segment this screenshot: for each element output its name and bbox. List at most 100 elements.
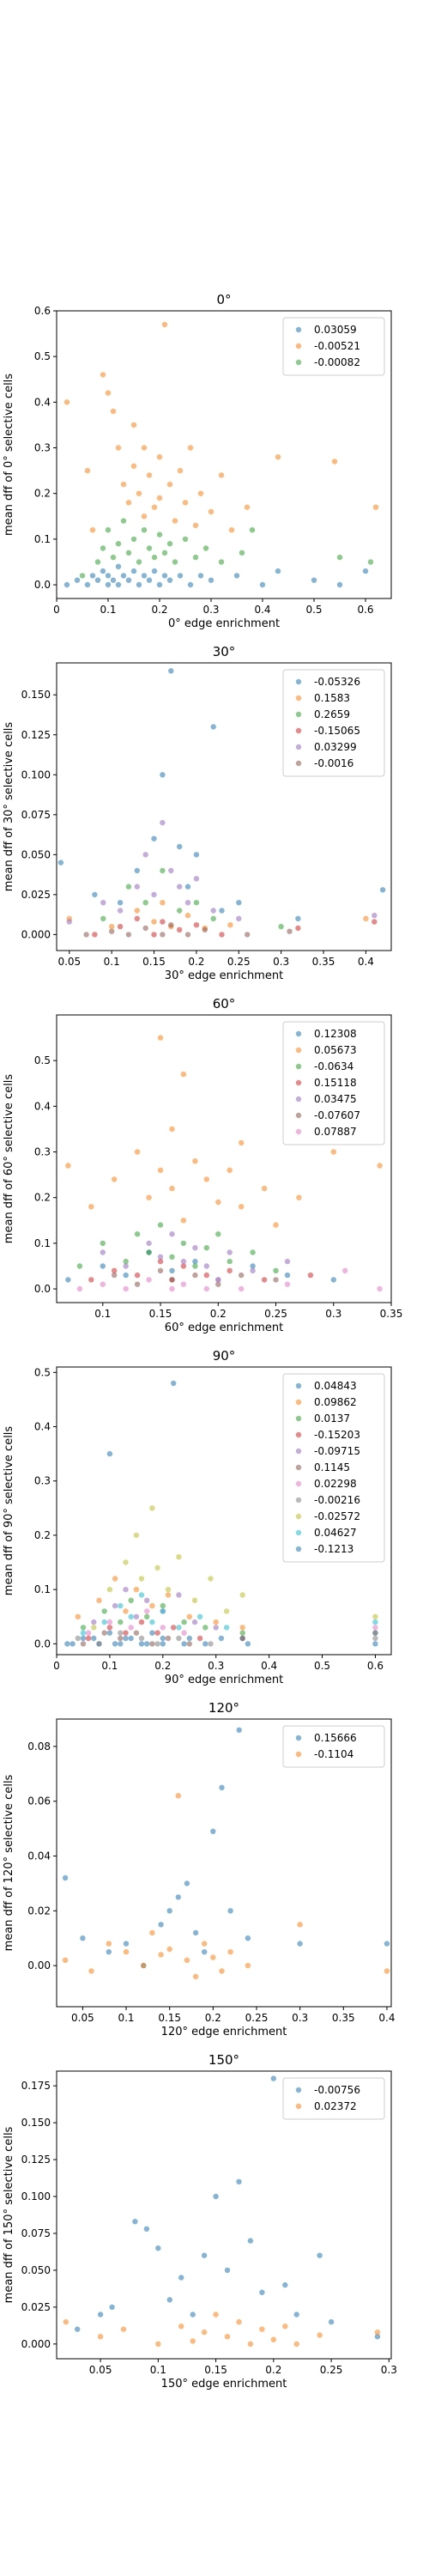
data-point [134,1231,141,1237]
legend-box [282,1021,385,1145]
data-point [123,1263,129,1269]
data-point [196,1613,203,1620]
data-point [128,1625,134,1631]
data-point [284,1258,291,1265]
y-tick-label: 0.5 [34,350,51,362]
data-point [169,1126,175,1133]
data-point [176,1554,182,1560]
data-point [157,1035,164,1041]
data-point [157,1254,164,1261]
data-point [97,2334,104,2340]
data-point [239,1204,245,1210]
data-point [193,922,200,928]
legend-entry: 0.03059 [314,324,357,336]
y-tick-label: 0.06 [27,1795,51,1807]
data-point [109,923,115,930]
data-point [89,573,96,579]
y-tick-label: 0.2 [34,1529,51,1541]
y-tick-label: 0.025 [21,889,51,901]
legend-marker [295,1751,302,1758]
x-tick-label: 0.1 [94,1308,111,1320]
data-point [202,927,208,933]
data-point [172,559,178,565]
data-point [250,1267,256,1274]
data-point [88,1204,94,1210]
legend-box [282,1725,385,1768]
data-point [112,1176,118,1182]
y-tick-label: 0.00 [27,1959,51,1971]
y-tick-label: 0.04 [27,1850,51,1862]
data-point [88,1277,94,1283]
legend-marker [295,1063,302,1070]
data-point [128,1635,134,1642]
chart-panel-0: 0° 0 0.1 0.2 0.3 0.4 0.5 0.6 0.0 0.1 0.2 0.3 0.4 0.5 0… [3,292,392,630]
data-point [363,915,369,922]
data-point [106,1619,113,1625]
legend-entry: -0.15065 [314,725,360,737]
data-point [156,454,163,460]
data-point [134,908,140,914]
data-point [144,1613,150,1620]
data-point [372,1635,378,1642]
data-point [239,1625,245,1631]
plot-frame [56,2070,392,2360]
data-point [115,581,122,588]
legend-marker [295,727,302,734]
data-point [156,581,163,588]
data-point [180,1281,187,1287]
legend: 0.04843 0.09862 0.0137 -0.15203 -0.09715 0.11… [282,1373,385,1563]
x-tick-label: 0.4 [378,2012,395,2024]
y-axis-label: mean dff of 60° selective cells [3,1074,15,1244]
x-axis-label: 120° edge enrichment [161,2026,287,2038]
data-point [227,922,233,928]
data-point [136,581,142,588]
legend-entry: 0.0137 [314,1413,350,1425]
data-point [125,884,132,890]
data-point [134,867,140,874]
legend-entry: 0.04843 [314,1380,357,1392]
data-point [282,2281,288,2288]
chart-panel-5: 150° 0.05 0.1 0.15 0.2 0.25 0.3 0.000 0.025 0.050… [3,2052,397,2391]
data-point [273,1277,279,1283]
data-point [112,1267,118,1274]
data-point [175,1894,181,1900]
y-tick-label: 0.150 [21,689,51,701]
data-point [123,1272,129,1279]
data-point [85,1630,92,1636]
legend-marker [295,1399,302,1406]
data-point [144,1641,150,1647]
data-point [75,2326,81,2332]
data-point [215,1231,221,1237]
data-point [307,1272,314,1279]
data-point [160,1641,166,1647]
x-tick-label: 0.3 [381,2364,397,2376]
data-point [118,1641,124,1647]
data-point [203,1176,209,1182]
data-point [184,1957,190,1963]
data-point [244,504,251,510]
data-point [372,504,379,510]
data-point [88,1968,94,1974]
data-point [146,1249,152,1255]
legend-marker [295,343,302,349]
data-point [210,724,216,730]
data-point [203,1263,209,1269]
data-point [270,2075,276,2081]
data-point [156,532,163,538]
data-point [100,372,106,378]
data-point [317,2332,323,2338]
data-point [219,908,225,914]
legend-entry: -0.00216 [314,1494,360,1506]
legend-marker [295,1448,302,1455]
data-point [192,1258,198,1265]
legend-marker [295,760,302,767]
data-point [123,1949,130,1955]
data-point [117,923,124,930]
legend-marker [295,359,302,366]
data-point [138,1641,145,1647]
data-point [165,1592,172,1598]
data-point [100,1249,106,1255]
legend-entry: 0.07887 [314,1126,357,1138]
data-point [218,472,225,478]
